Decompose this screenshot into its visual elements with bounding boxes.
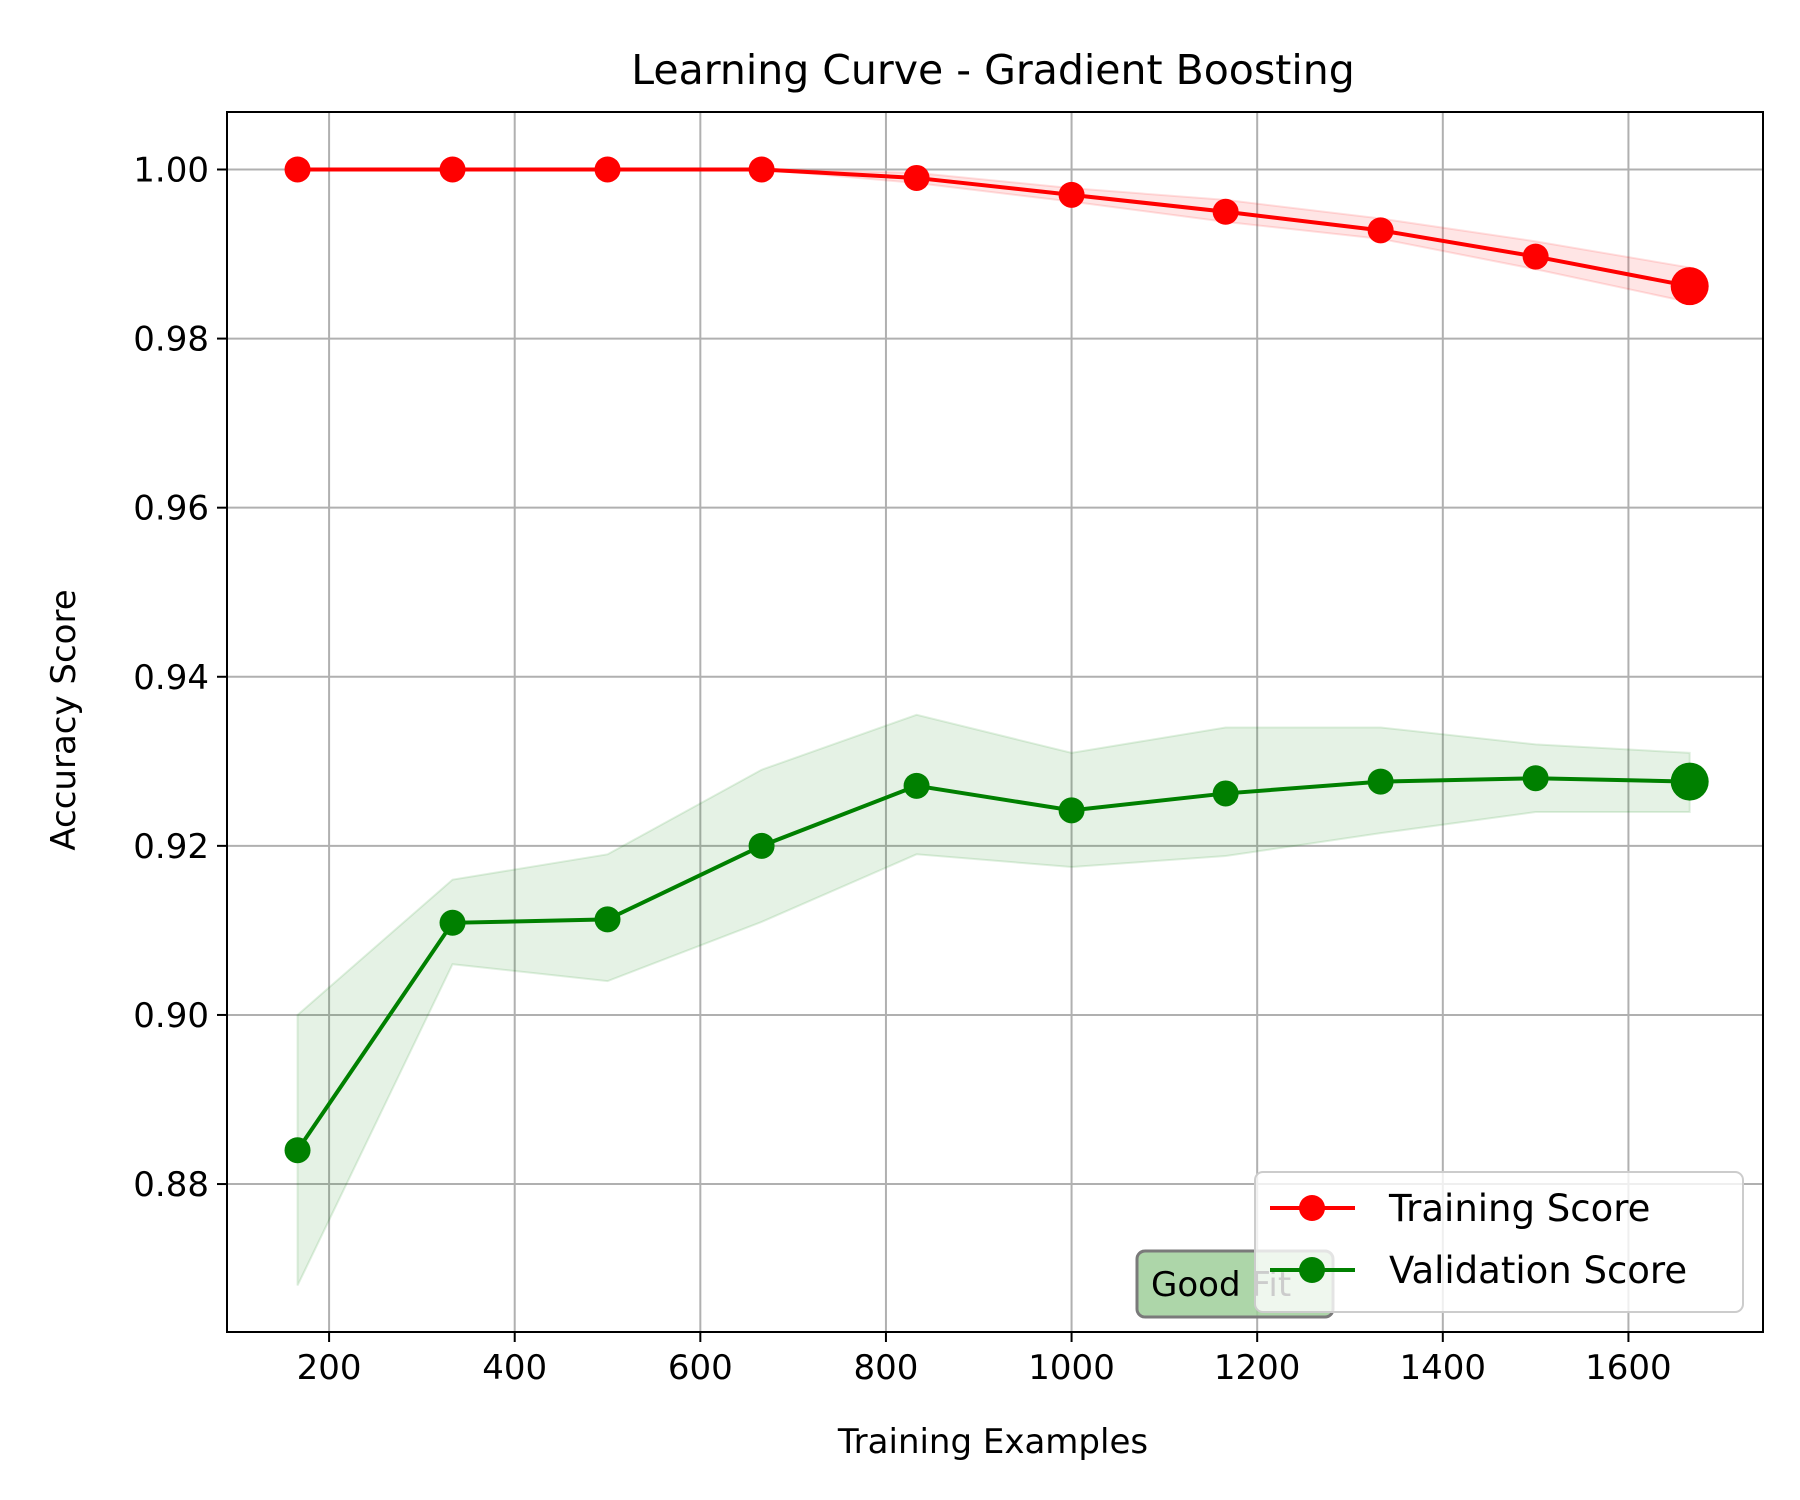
legend-entry-label: Validation Score [1389,1249,1687,1292]
data-point [594,906,621,933]
series-lines [295,167,1691,1152]
x-axis-title: Training Examples [837,1422,1148,1462]
y-tick-label: 1.00 [133,150,209,190]
x-tick-label: 800 [853,1348,918,1388]
grid-lines [227,112,1763,1332]
x-tick-label: 1400 [1400,1348,1487,1388]
series-points [284,156,1709,1164]
data-point [1367,768,1394,795]
data-point [903,164,930,191]
legend-marker-swatch [1299,1257,1325,1283]
y-tick-label: 0.88 [133,1165,209,1205]
x-tick-label: 1000 [1028,1348,1115,1388]
data-point [439,156,466,183]
data-point [903,772,930,799]
confidence-band [296,713,1691,1286]
series-line [297,167,1691,289]
data-point [1212,780,1239,807]
legend: Training Score Validation Score [1254,1171,1744,1313]
x-tick-label: 1600 [1585,1348,1672,1388]
data-point [1522,765,1549,792]
data-point [1058,797,1085,824]
x-tick-label: 200 [297,1348,362,1388]
data-point [1212,198,1239,225]
legend-frame [1254,1171,1744,1313]
axis-ticks: 200 400 600 800 1000 1200 1400 1600 0.88 0.90 0.92… [133,150,1671,1388]
chart-title: Learning Curve - Gradient Boosting [631,46,1354,94]
data-point [1670,267,1709,306]
y-tick-label: 0.96 [133,489,209,529]
y-tick-label: 0.92 [133,827,209,867]
legend-marker-swatch [1299,1195,1325,1221]
data-point [748,156,775,183]
plot-area-frame [226,111,1764,1333]
y-tick-label: 0.98 [133,320,209,360]
series-line [295,776,1690,1152]
data-point [1670,762,1709,801]
data-point [284,1137,311,1164]
data-point [1367,217,1394,244]
x-tick-label: 1200 [1214,1348,1301,1388]
x-tick-label: 400 [482,1348,547,1388]
data-point [748,832,775,859]
data-point [1522,243,1549,270]
y-tick-label: 0.90 [133,996,209,1036]
legend-entry-label: Training Score [1388,1187,1650,1230]
data-point [439,909,466,936]
data-point [284,156,311,183]
data-point [1058,181,1085,208]
x-tick-label: 600 [668,1348,733,1388]
data-point [594,156,621,183]
y-tick-label: 0.94 [133,658,209,698]
y-axis-title: Accuracy Score [44,589,84,850]
